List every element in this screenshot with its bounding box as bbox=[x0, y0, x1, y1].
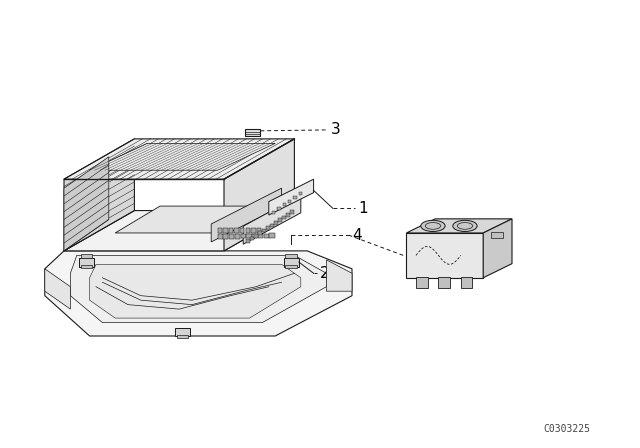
Bar bbox=[277, 207, 280, 210]
Bar bbox=[285, 265, 297, 268]
Bar bbox=[272, 211, 275, 214]
Bar bbox=[257, 228, 261, 233]
Text: C0303225: C0303225 bbox=[543, 424, 590, 434]
Text: 1: 1 bbox=[358, 201, 368, 216]
Polygon shape bbox=[64, 211, 294, 251]
Bar bbox=[287, 213, 289, 217]
Bar bbox=[251, 228, 256, 233]
Bar bbox=[246, 234, 252, 238]
Bar bbox=[492, 232, 503, 238]
Bar bbox=[235, 234, 240, 238]
Polygon shape bbox=[406, 233, 483, 278]
Polygon shape bbox=[243, 195, 301, 244]
Bar bbox=[241, 234, 246, 238]
Bar bbox=[240, 228, 244, 233]
Bar bbox=[175, 328, 190, 336]
Bar bbox=[259, 231, 262, 235]
Polygon shape bbox=[211, 188, 282, 242]
Bar bbox=[218, 228, 222, 233]
Bar bbox=[275, 221, 278, 224]
Polygon shape bbox=[483, 219, 512, 278]
Bar bbox=[283, 203, 286, 207]
Bar bbox=[299, 192, 302, 195]
Bar bbox=[234, 228, 239, 233]
Bar bbox=[262, 229, 266, 233]
Bar bbox=[282, 215, 285, 219]
Bar bbox=[285, 254, 297, 258]
Bar bbox=[218, 234, 223, 239]
Bar bbox=[266, 226, 269, 230]
Polygon shape bbox=[64, 139, 134, 251]
Polygon shape bbox=[45, 269, 70, 309]
Polygon shape bbox=[70, 255, 326, 323]
Bar bbox=[288, 200, 291, 202]
Polygon shape bbox=[269, 179, 314, 215]
Bar bbox=[79, 258, 94, 267]
Bar bbox=[255, 234, 258, 237]
Bar bbox=[461, 277, 472, 288]
Bar bbox=[264, 233, 269, 238]
Text: 3: 3 bbox=[331, 122, 340, 138]
Ellipse shape bbox=[452, 220, 477, 232]
Bar bbox=[229, 234, 234, 239]
Polygon shape bbox=[45, 251, 352, 336]
Bar bbox=[177, 335, 188, 338]
Bar bbox=[252, 234, 257, 238]
Bar bbox=[278, 218, 282, 222]
Polygon shape bbox=[90, 264, 301, 318]
Bar bbox=[229, 228, 234, 233]
Bar bbox=[416, 277, 428, 288]
Bar bbox=[81, 254, 92, 258]
Bar bbox=[245, 129, 260, 136]
Bar bbox=[258, 234, 263, 238]
Polygon shape bbox=[90, 143, 275, 170]
Polygon shape bbox=[115, 206, 256, 233]
Text: 4: 4 bbox=[352, 228, 362, 243]
Bar bbox=[81, 265, 92, 268]
Polygon shape bbox=[64, 157, 109, 251]
Bar bbox=[269, 233, 275, 238]
Bar bbox=[223, 228, 228, 233]
Bar bbox=[291, 211, 294, 214]
Polygon shape bbox=[64, 139, 294, 179]
Polygon shape bbox=[406, 219, 512, 233]
Bar bbox=[284, 258, 299, 267]
Text: 2: 2 bbox=[320, 266, 330, 281]
Bar bbox=[246, 239, 250, 243]
Bar bbox=[223, 234, 228, 239]
Ellipse shape bbox=[421, 220, 445, 232]
Bar bbox=[270, 224, 274, 227]
Bar bbox=[246, 228, 250, 233]
Bar bbox=[250, 237, 253, 240]
Bar bbox=[293, 196, 296, 199]
Bar bbox=[438, 277, 450, 288]
Polygon shape bbox=[224, 139, 294, 251]
Polygon shape bbox=[326, 260, 352, 291]
